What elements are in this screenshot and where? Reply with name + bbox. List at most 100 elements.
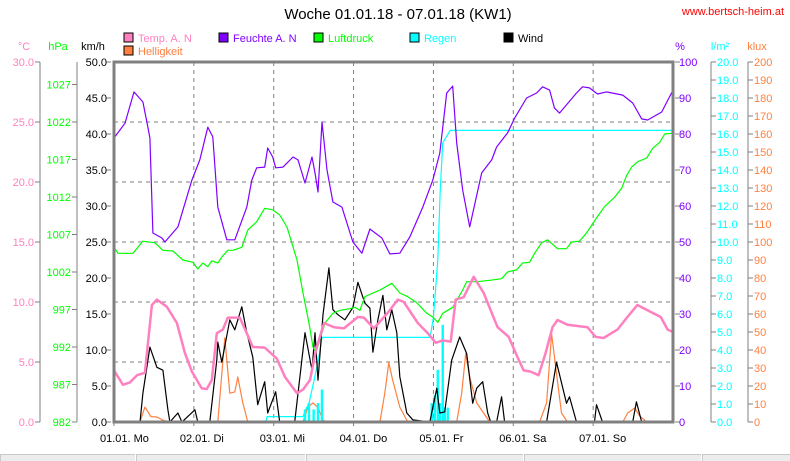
humidity-tick-label: 70 (679, 165, 691, 177)
pressure-tick-label: 1007 (47, 230, 71, 242)
light-tick-label: 50 (754, 327, 766, 339)
pressure-tick-label: 997 (53, 305, 71, 317)
series-line-wind (114, 267, 673, 423)
pressure-tick-label: 1012 (47, 192, 71, 204)
x-tick-label: 01.01. Mo (100, 433, 149, 445)
legend-label-helligkeit: Helligkeit (138, 46, 183, 58)
light-axis-unit: klux (747, 41, 767, 53)
light-tick-label: 40 (754, 345, 766, 357)
wind-tick-label: 50.0 (86, 57, 107, 69)
rain-bar (320, 389, 324, 422)
plot-area (112, 85, 674, 423)
pressure-tick-label: 982 (53, 417, 71, 429)
rain-bar (307, 403, 311, 422)
temp-tick-label: 15.0 (13, 237, 34, 249)
temp-tick-label: 5.0 (19, 357, 34, 369)
light-tick-label: 20 (754, 381, 766, 393)
humidity-tick-label: 20 (679, 345, 691, 357)
humidity-tick-label: 0 (679, 417, 685, 429)
wind-tick-label: 30.0 (86, 201, 107, 213)
rain-tick-label: 3.0 (717, 363, 732, 375)
light-tick-label: 80 (754, 273, 766, 285)
light-tick-label: 110 (754, 219, 772, 231)
rain-tick-label: 4.0 (717, 345, 732, 357)
wind-tick-label: 5.0 (92, 381, 107, 393)
rain-bar (443, 407, 446, 422)
temp-tick-label: 10.0 (13, 297, 34, 309)
rain-tick-label: 6.0 (717, 309, 732, 321)
rain-tick-label: 12.0 (717, 201, 738, 213)
legend-label-regen: Regen (424, 33, 456, 45)
legend-swatch-wind (503, 32, 514, 43)
pressure-tick-label: 1022 (47, 117, 71, 129)
pressure-axis-unit: hPa (48, 41, 68, 53)
light-tick-label: 130 (754, 183, 772, 195)
light-tick-label: 100 (754, 237, 772, 249)
pressure-tick-label: 1002 (47, 267, 71, 279)
series-line-feuchte-a-n (113, 85, 674, 255)
status-bar-segment (702, 454, 790, 461)
light-tick-label: 120 (754, 201, 772, 213)
humidity-tick-label: 50 (679, 237, 691, 249)
source-link[interactable]: www.bertsch-heim.at (681, 6, 784, 18)
pressure-tick-label: 992 (53, 342, 71, 354)
legend-label-feuchte-a-n: Feuchte A. N (233, 33, 297, 45)
rain-bar (433, 395, 436, 422)
light-tick-label: 30 (754, 363, 766, 375)
rain-bar (316, 403, 320, 422)
humidity-tick-label: 80 (679, 129, 691, 141)
legend-swatch-helligkeit (123, 45, 134, 56)
status-bar-segment (524, 454, 701, 461)
temp-tick-label: 0.0 (19, 417, 34, 429)
temp-axis-unit: °C (18, 41, 30, 53)
light-tick-label: 0 (754, 417, 760, 429)
series-line-regen (265, 129, 673, 423)
rain-bar (446, 407, 449, 422)
light-tick-label: 150 (754, 147, 772, 159)
rain-tick-label: 8.0 (717, 273, 732, 285)
humidity-tick-label: 30 (679, 309, 691, 321)
rain-tick-label: 17.0 (717, 111, 738, 123)
x-axis: 01.01. Mo 02.01. Di 03.01. Mi 04.01. Do 05.0… (100, 422, 626, 445)
rain-tick-label: 14.0 (717, 165, 738, 177)
legend-swatch-luftdruck (313, 32, 324, 43)
rain-tick-label: 9.0 (717, 255, 732, 267)
light-tick-label: 70 (754, 291, 766, 303)
rain-tick-label: 5.0 (717, 327, 732, 339)
light-tick-label: 170 (754, 111, 772, 123)
wind-tick-label: 25.0 (86, 237, 107, 249)
rain-tick-label: 0.0 (717, 417, 732, 429)
humidity-tick-label: 100 (679, 57, 697, 69)
status-bar-segment (306, 454, 523, 461)
wind-tick-label: 40.0 (86, 129, 107, 141)
light-tick-label: 200 (754, 57, 772, 69)
rain-tick-label: 18.0 (717, 93, 738, 105)
status-bar-segment (136, 454, 305, 461)
light-tick-label: 10 (754, 399, 766, 411)
light-tick-label: 160 (754, 129, 772, 141)
x-tick-label: 06.01. Sa (499, 433, 547, 445)
legend-label-luftdruck: Luftdruck (328, 33, 374, 45)
x-tick-label: 07.01. So (579, 433, 626, 445)
rain-tick-label: 7.0 (717, 291, 732, 303)
legend-label-temp-a-n: Temp. A. N (138, 33, 192, 45)
plot-frame (112, 60, 675, 424)
pressure-tick-label: 1017 (47, 155, 71, 167)
wind-tick-label: 15.0 (86, 309, 107, 321)
x-tick-label: 05.01. Fr (419, 433, 463, 445)
pressure-tick-label: 1027 (47, 80, 71, 92)
status-bar-segment (0, 454, 135, 461)
humidity-tick-label: 40 (679, 273, 691, 285)
rain-tick-label: 2.0 (717, 381, 732, 393)
legend-swatch-temp-a-n (123, 32, 134, 43)
rain-tick-label: 16.0 (717, 129, 738, 141)
light-tick-label: 140 (754, 165, 772, 177)
light-tick-label: 180 (754, 93, 772, 105)
wind-tick-label: 10.0 (86, 345, 107, 357)
rain-tick-label: 15.0 (717, 147, 738, 159)
x-tick-label: 02.01. Di (180, 433, 224, 445)
pressure-tick-label: 987 (53, 380, 71, 392)
rain-bar (303, 409, 307, 422)
